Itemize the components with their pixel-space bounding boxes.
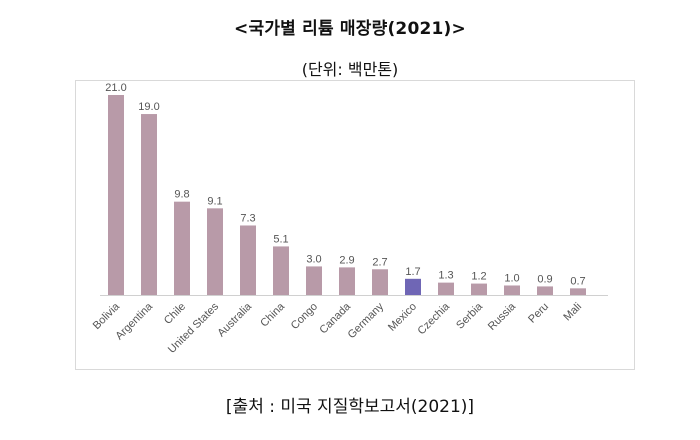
x-tick-label: Serbia xyxy=(454,300,486,332)
x-tick-label: China xyxy=(258,300,287,329)
x-tick-label: Czechia xyxy=(416,300,453,337)
bar-canada xyxy=(339,267,355,295)
bar-mali xyxy=(570,288,586,295)
bar-germany xyxy=(372,269,388,295)
data-label: 1.2 xyxy=(471,271,486,283)
x-tick-label: Bolivia xyxy=(91,300,123,332)
x-tick-label: Australia xyxy=(215,300,254,339)
data-label: 2.9 xyxy=(339,254,354,266)
data-label: 1.0 xyxy=(504,272,519,284)
bar-chile xyxy=(174,201,190,295)
bar-australia xyxy=(240,225,256,295)
x-tick-label: Germany xyxy=(346,300,387,341)
chart-unit-subtitle: (단위: 백만톤) xyxy=(301,60,399,79)
source-citation: [출처 : 미국 지질학보고서(2021)] xyxy=(225,397,475,417)
data-label: 3.0 xyxy=(306,253,321,265)
bar-argentina xyxy=(141,114,157,295)
data-label: 0.9 xyxy=(537,273,552,285)
data-label: 19.0 xyxy=(138,101,159,113)
x-tick-label: Mali xyxy=(561,301,584,324)
x-tick-label: Russia xyxy=(486,300,519,333)
bar-czechia xyxy=(438,282,454,295)
data-label: 9.1 xyxy=(207,195,222,207)
bar-bolivia xyxy=(108,95,124,295)
data-label: 1.3 xyxy=(438,270,453,282)
bar-united-states xyxy=(207,208,223,295)
x-tick-label: Congo xyxy=(289,301,320,332)
x-tick-label: Mexico xyxy=(386,301,419,334)
data-label: 9.8 xyxy=(174,189,189,201)
data-label: 0.7 xyxy=(570,275,585,287)
data-label: 5.1 xyxy=(273,233,288,245)
x-tick-label: Argentina xyxy=(113,300,155,342)
chart-title: <국가별 리튬 매장량(2021)> xyxy=(234,19,466,39)
bar-mexico xyxy=(405,278,421,295)
bar-peru xyxy=(537,286,553,295)
data-label: 7.3 xyxy=(240,212,255,224)
x-tick-label: Chile xyxy=(162,301,188,327)
data-label: 1.7 xyxy=(405,266,420,278)
data-label: 2.7 xyxy=(372,256,387,268)
x-tick-label: Peru xyxy=(526,301,551,326)
data-label: 21.0 xyxy=(105,82,126,94)
chart-plot-area: 21.0 Bolivia 19.0 Argentina 9.8 Chile 9.1 Unite… xyxy=(75,80,635,370)
bar-chart: 21.0Bolivia19.0Argentina9.8Chile9.1Unite… xyxy=(91,82,608,356)
bar-russia xyxy=(504,285,520,295)
bar-serbia xyxy=(471,283,487,295)
bar-congo xyxy=(306,266,322,295)
bar-china xyxy=(273,246,289,295)
